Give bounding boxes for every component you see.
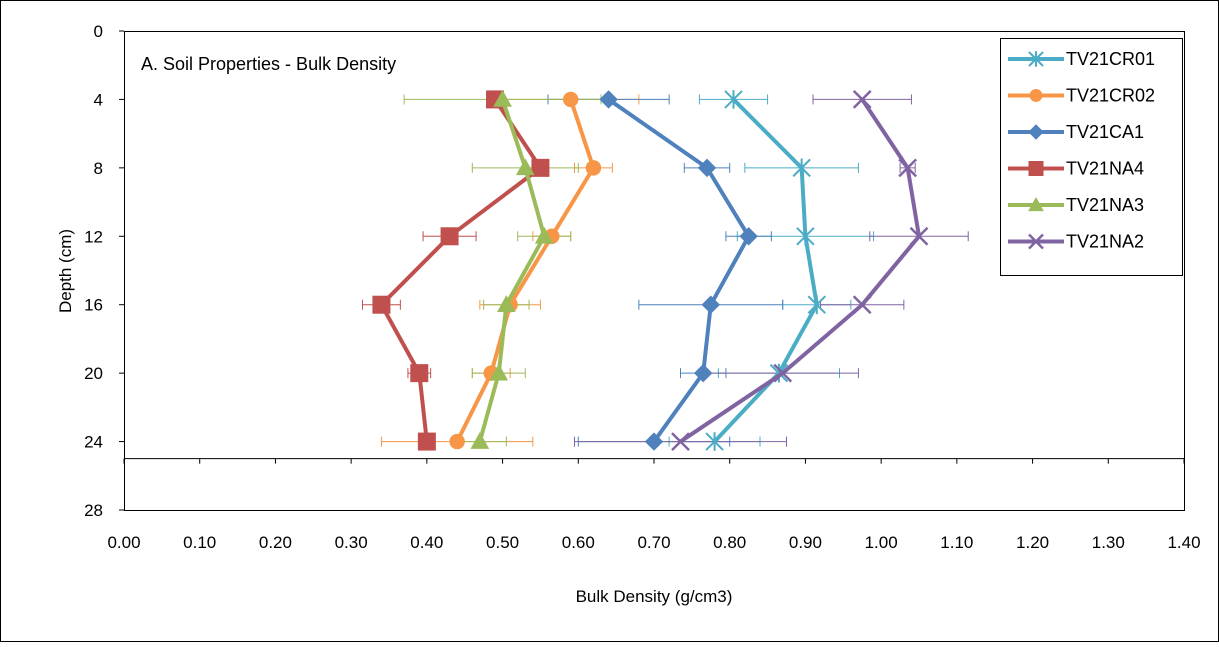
x-tick-label: 0.70: [637, 533, 670, 552]
x-tick-label: 0.00: [107, 533, 140, 552]
data-point-tv21ca1: [644, 432, 664, 451]
series-layer: [372, 89, 929, 451]
data-point-tv21na4: [531, 158, 550, 177]
legend-marker-tv21na4: [1028, 161, 1044, 176]
data-point-tv21na4: [410, 364, 429, 383]
x-tick-label: 1.00: [865, 533, 898, 552]
legend-item-tv21na2: TV21NA2: [1008, 232, 1144, 252]
legend-label-tv21cr02: TV21CR02: [1066, 86, 1155, 106]
y-tick-label: 4: [94, 90, 103, 109]
x-tick-label: 0.60: [562, 533, 595, 552]
data-point-tv21na2: [773, 363, 793, 383]
x-tick-label: 0.20: [259, 533, 292, 552]
data-point-tv21na2: [852, 295, 872, 315]
legend-marker-tv21cr01: [1028, 51, 1044, 67]
data-point-tv21ca1: [599, 90, 618, 109]
data-point-tv21na3: [515, 158, 535, 176]
x-tick-label: 1.10: [940, 533, 973, 552]
x-tick-label: 0.90: [789, 533, 822, 552]
legend-item-tv21cr01: TV21CR01: [1008, 49, 1155, 69]
x-tick-label: 0.10: [183, 533, 216, 552]
legend-item-tv21na3: TV21NA3: [1008, 195, 1144, 215]
data-point-tv21cr01: [796, 226, 815, 246]
legend-item-tv21ca1: TV21CA1: [1008, 122, 1144, 142]
data-point-tv21ca1: [701, 295, 720, 314]
x-tick-label: 0.80: [713, 533, 746, 552]
data-point-tv21na4: [372, 295, 391, 314]
series-tv21na3: [470, 89, 554, 449]
data-point-tv21na2: [852, 90, 872, 109]
x-tick-label: 1.40: [1167, 533, 1200, 552]
series-line-tv21na4: [379, 98, 543, 442]
data-point-tv21na2: [898, 158, 918, 178]
data-point-tv21na4: [440, 227, 459, 246]
data-point-tv21na3: [489, 363, 509, 381]
data-point-tv21na3: [470, 432, 490, 449]
data-point-tv21na3: [534, 226, 554, 244]
y-tick-label: 16: [84, 296, 103, 315]
series-tv21ca1: [599, 90, 758, 451]
series-line-tv21ca1: [607, 97, 751, 443]
data-point-tv21cr02: [585, 160, 602, 176]
x-tick-label: 1.20: [1016, 533, 1049, 552]
legend-label-tv21cr01: TV21CR01: [1066, 49, 1155, 69]
data-point-tv21na3: [493, 89, 512, 107]
data-point-tv21cr01: [807, 295, 826, 315]
x-tick-label: 1.30: [1092, 533, 1125, 552]
x-tick-label: 0.40: [410, 533, 443, 552]
data-point-tv21na3: [497, 295, 516, 313]
x-tick-label: 0.50: [486, 533, 519, 552]
axes-layer: 0.00 0.10 0.20 0.30 0.40 0.50 0.60 0.70 0.80 0.90…: [84, 22, 1200, 552]
x-tick-label: 0.30: [335, 533, 368, 552]
data-point-tv21cr02: [562, 91, 579, 108]
legend-marker-tv21cr02: [1029, 89, 1043, 102]
data-point-tv21na2: [909, 226, 929, 246]
legend-marker-tv21na2: [1028, 233, 1044, 250]
series-tv21na2: [671, 90, 929, 451]
data-point-tv21cr01: [705, 432, 724, 451]
legend-label-tv21na4: TV21NA4: [1066, 159, 1144, 179]
series-line-tv21cr02: [455, 98, 596, 443]
legend-label-tv21na2: TV21NA2: [1066, 232, 1144, 252]
data-point-tv21ca1: [694, 363, 713, 383]
data-point-tv21ca1: [739, 227, 758, 246]
legend-marker-tv21na3: [1028, 196, 1044, 212]
data-point-tv21na4: [417, 432, 436, 451]
data-point-tv21cr01: [792, 158, 811, 178]
legend-label-tv21ca1: TV21CA1: [1066, 122, 1144, 142]
x-axis-title: Bulk Density (g/cm3): [576, 587, 733, 606]
legend-item-tv21na4: TV21NA4: [1008, 159, 1144, 179]
series-line-tv21na2: [679, 98, 921, 444]
chart-title: A. Soil Properties - Bulk Density: [141, 54, 396, 74]
y-tick-label: 0: [94, 22, 103, 41]
y-tick-label: 24: [84, 433, 103, 452]
legend-label-tv21na3: TV21NA3: [1066, 195, 1144, 215]
y-tick-label: 12: [84, 227, 103, 246]
legend-item-tv21cr02: TV21CR02: [1008, 86, 1155, 106]
data-point-tv21cr01: [724, 90, 743, 109]
y-tick-label: 28: [84, 501, 103, 520]
data-point-tv21na2: [671, 432, 690, 451]
y-tick-label: 8: [94, 159, 103, 178]
series-line-tv21na3: [477, 98, 547, 443]
data-point-tv21cr02: [449, 433, 465, 450]
y-tick-label: 20: [84, 364, 103, 383]
legend: TV21CR01 TV21CR02 TV21CA1 TV21NA4 TV21NA3 TV2…: [1000, 38, 1183, 276]
legend-marker-tv21ca1: [1028, 124, 1044, 140]
y-axis-title: Depth (cm): [56, 229, 75, 313]
data-point-tv21ca1: [697, 158, 717, 178]
